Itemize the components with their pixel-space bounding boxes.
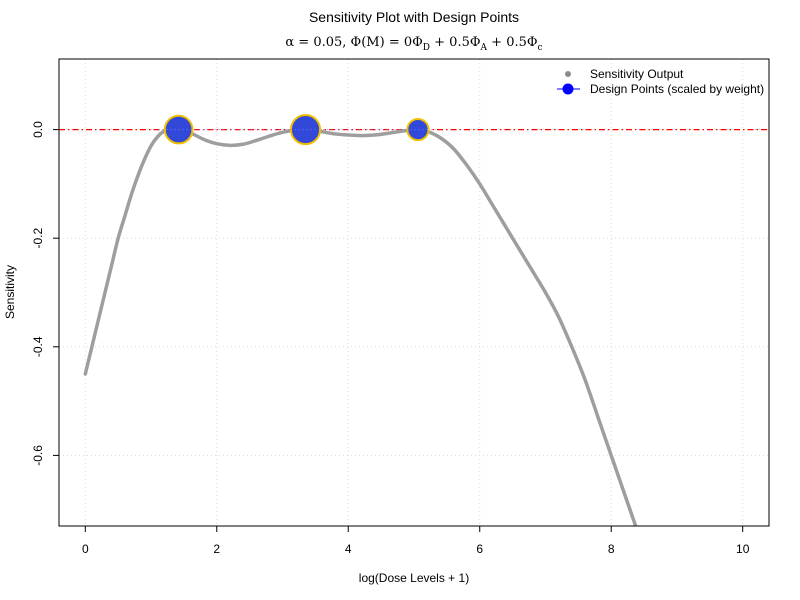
phi-symbol-c: Φ <box>527 35 538 50</box>
design-point <box>406 117 430 142</box>
legend-marker-design <box>562 83 574 95</box>
x-tick-label: 4 <box>345 542 352 556</box>
alpha-value: = 0.05, <box>294 35 350 50</box>
sensitivity-curve-group <box>83 127 638 526</box>
m-symbol: M <box>366 35 379 50</box>
legend-marker-sensitivity <box>565 71 571 77</box>
plus-two: + 0.5 <box>487 35 527 50</box>
legend: Sensitivity Output Design Points (scaled… <box>557 67 764 96</box>
legend-label-sensitivity: Sensitivity Output <box>590 67 684 81</box>
legend-label-design: Design Points (scaled by weight) <box>590 82 764 96</box>
x-axis: 0 2 4 6 8 10 <box>82 526 750 556</box>
phi-symbol: Φ <box>351 35 362 50</box>
phi-symbol-d: Φ <box>412 35 423 50</box>
y-tick-label: 0.0 <box>31 121 45 138</box>
chart-subtitle: α = 0.05, Φ(M) = 0ΦD + 0.5ΦA + 0.5Φc <box>285 35 542 53</box>
subscript-d: D <box>423 43 430 53</box>
x-tick-label: 0 <box>82 542 89 556</box>
alpha-symbol: α <box>285 35 294 50</box>
eq-start: = 0 <box>385 35 412 50</box>
y-tick-label: -0.2 <box>31 228 45 249</box>
x-tick-label: 2 <box>213 542 220 556</box>
x-axis-label: log(Dose Levels + 1) <box>359 571 469 585</box>
phi-symbol-a: Φ <box>470 35 481 50</box>
y-tick-label: -0.6 <box>31 445 45 466</box>
plus-one: + 0.5 <box>430 35 470 50</box>
sensitivity-curve <box>83 127 638 526</box>
subscript-c: c <box>538 43 543 53</box>
x-tick-label: 6 <box>476 542 483 556</box>
y-axis-label: Sensitivity <box>3 265 17 319</box>
subscript-a: A <box>480 43 488 53</box>
y-tick-label: -0.4 <box>31 336 45 357</box>
y-axis: 0.0 -0.2 -0.4 -0.6 <box>31 121 59 466</box>
x-tick-label: 10 <box>736 542 750 556</box>
x-tick-label: 8 <box>608 542 615 556</box>
plot-frame <box>58 58 770 527</box>
chart-title: Sensitivity Plot with Design Points <box>309 9 519 25</box>
design-points-group <box>158 114 438 146</box>
